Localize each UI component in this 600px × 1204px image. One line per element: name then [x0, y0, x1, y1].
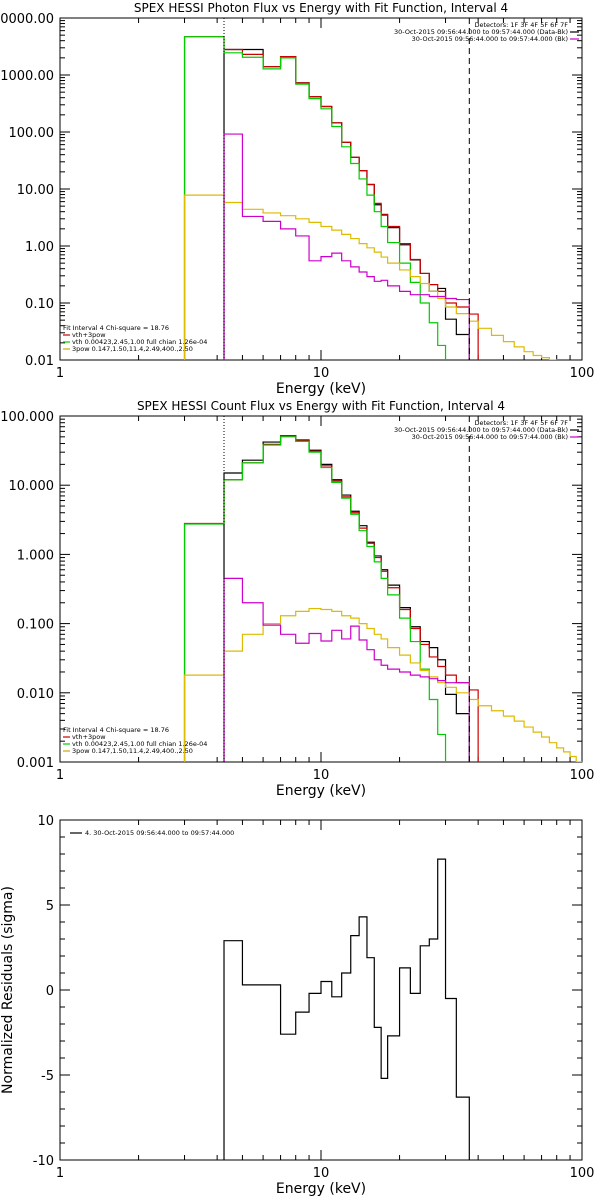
- y-tick-label: 0.001: [17, 756, 54, 771]
- y-tick-label: -10: [33, 1154, 54, 1169]
- legend-entry: Fit Interval 4 Chi-square = 18.76: [63, 324, 169, 332]
- series-vth: [183, 436, 447, 762]
- x-tick-label: 10: [313, 1166, 330, 1181]
- legend-entry: Detectors: 1F 3F 4F 5F 6F 7F: [474, 21, 568, 29]
- legend-entry: 3pow 0.147,1.50,11.4,2.49,400.,2.50: [72, 747, 193, 755]
- x-axis-label: Energy (keV): [276, 783, 366, 799]
- y-axis-label: Normalized Residuals (sigma): [0, 886, 16, 1094]
- series-data-bk: [223, 435, 470, 762]
- x-tick-label: 10: [313, 768, 330, 783]
- series-vth-3pow: [183, 36, 479, 360]
- legend-entry: 30-Oct-2015 09:56:44.000 to 09:57:44.000…: [394, 426, 568, 434]
- legend-entry: vth+3pow: [72, 733, 106, 741]
- y-tick-label: 0.010: [17, 687, 54, 702]
- x-tick-label: 100: [570, 768, 595, 783]
- y-tick-label: -5: [41, 1069, 54, 1084]
- legend-entry: Fit Interval 4 Chi-square = 18.76: [63, 726, 169, 734]
- x-axis-label: Energy (keV): [276, 381, 366, 397]
- chart-title: SPEX HESSI Count Flux vs Energy with Fit…: [137, 399, 505, 413]
- y-tick-label: 0.01: [25, 354, 54, 369]
- y-tick-label: 0.10: [25, 297, 54, 312]
- series-vth: [183, 36, 447, 360]
- legend-entry: vth 0.00423,2.45,1.00 full chian 1.26e-0…: [72, 338, 207, 346]
- legend-entry: 30-Oct-2015 09:56:44.000 to 09:57:44.000…: [412, 35, 568, 43]
- y-tick-label: 10.000: [9, 479, 55, 494]
- chart-panel-1: SPEX HESSI Photon Flux vs Energy with Fi…: [0, 1, 594, 397]
- chart-panel-2: SPEX HESSI Count Flux vs Energy with Fit…: [0, 399, 594, 799]
- y-tick-label: 10: [37, 814, 54, 829]
- legend-entry: 4. 30-Oct-2015 09:56:44.000 to 09:57:44.…: [85, 829, 234, 837]
- y-tick-label: 10000.00: [0, 12, 54, 27]
- y-tick-label: 1.00: [25, 240, 54, 255]
- series-4-30-oct-2015-09-56-44-000-to-09-57-44-000: [223, 858, 470, 1160]
- legend-entry: 3pow 0.147,1.50,11.4,2.49,400.,2.50: [72, 345, 193, 353]
- series-vth-3pow: [183, 435, 479, 762]
- y-tick-label: 0.100: [17, 618, 54, 633]
- series-data-bk: [223, 48, 470, 360]
- y-tick-label: 1.000: [17, 548, 54, 563]
- y-tick-label: 10.00: [17, 183, 54, 198]
- series-3pow: [183, 607, 582, 762]
- legend-entry: vth+3pow: [72, 331, 106, 339]
- series-3pow: [183, 194, 558, 360]
- plot-frame: [59, 17, 583, 361]
- x-tick-label: 100: [570, 366, 595, 381]
- y-tick-label: 0: [46, 984, 54, 999]
- y-tick-label: 5: [46, 899, 54, 914]
- legend-entry: 30-Oct-2015 09:56:44.000 to 09:57:44.000…: [412, 433, 568, 441]
- x-axis-label: Energy (keV): [276, 1181, 366, 1197]
- plot-area: [183, 36, 558, 360]
- plot-area: [183, 435, 582, 762]
- chart-title: SPEX HESSI Photon Flux vs Energy with Fi…: [134, 1, 508, 15]
- series-bk: [223, 577, 470, 762]
- y-tick-label: 1000.00: [0, 69, 54, 84]
- x-tick-label: 1: [56, 366, 64, 381]
- x-tick-label: 1: [56, 1166, 64, 1181]
- plot-area: [223, 858, 470, 1160]
- x-tick-label: 1: [56, 768, 64, 783]
- legend-entry: vth 0.00423,2.45,1.00 full chian 1.26e-0…: [72, 740, 207, 748]
- y-tick-label: 100.000: [0, 410, 54, 425]
- x-tick-label: 100: [570, 1166, 595, 1181]
- x-tick-label: 10: [313, 366, 330, 381]
- series-bk: [223, 133, 470, 360]
- legend-entry: Detectors: 1F 3F 4F 5F 6F 7F: [474, 419, 568, 427]
- y-tick-label: 100.00: [9, 126, 55, 141]
- legend-entry: 30-Oct-2015 09:56:44.000 to 09:57:44.000…: [394, 28, 568, 36]
